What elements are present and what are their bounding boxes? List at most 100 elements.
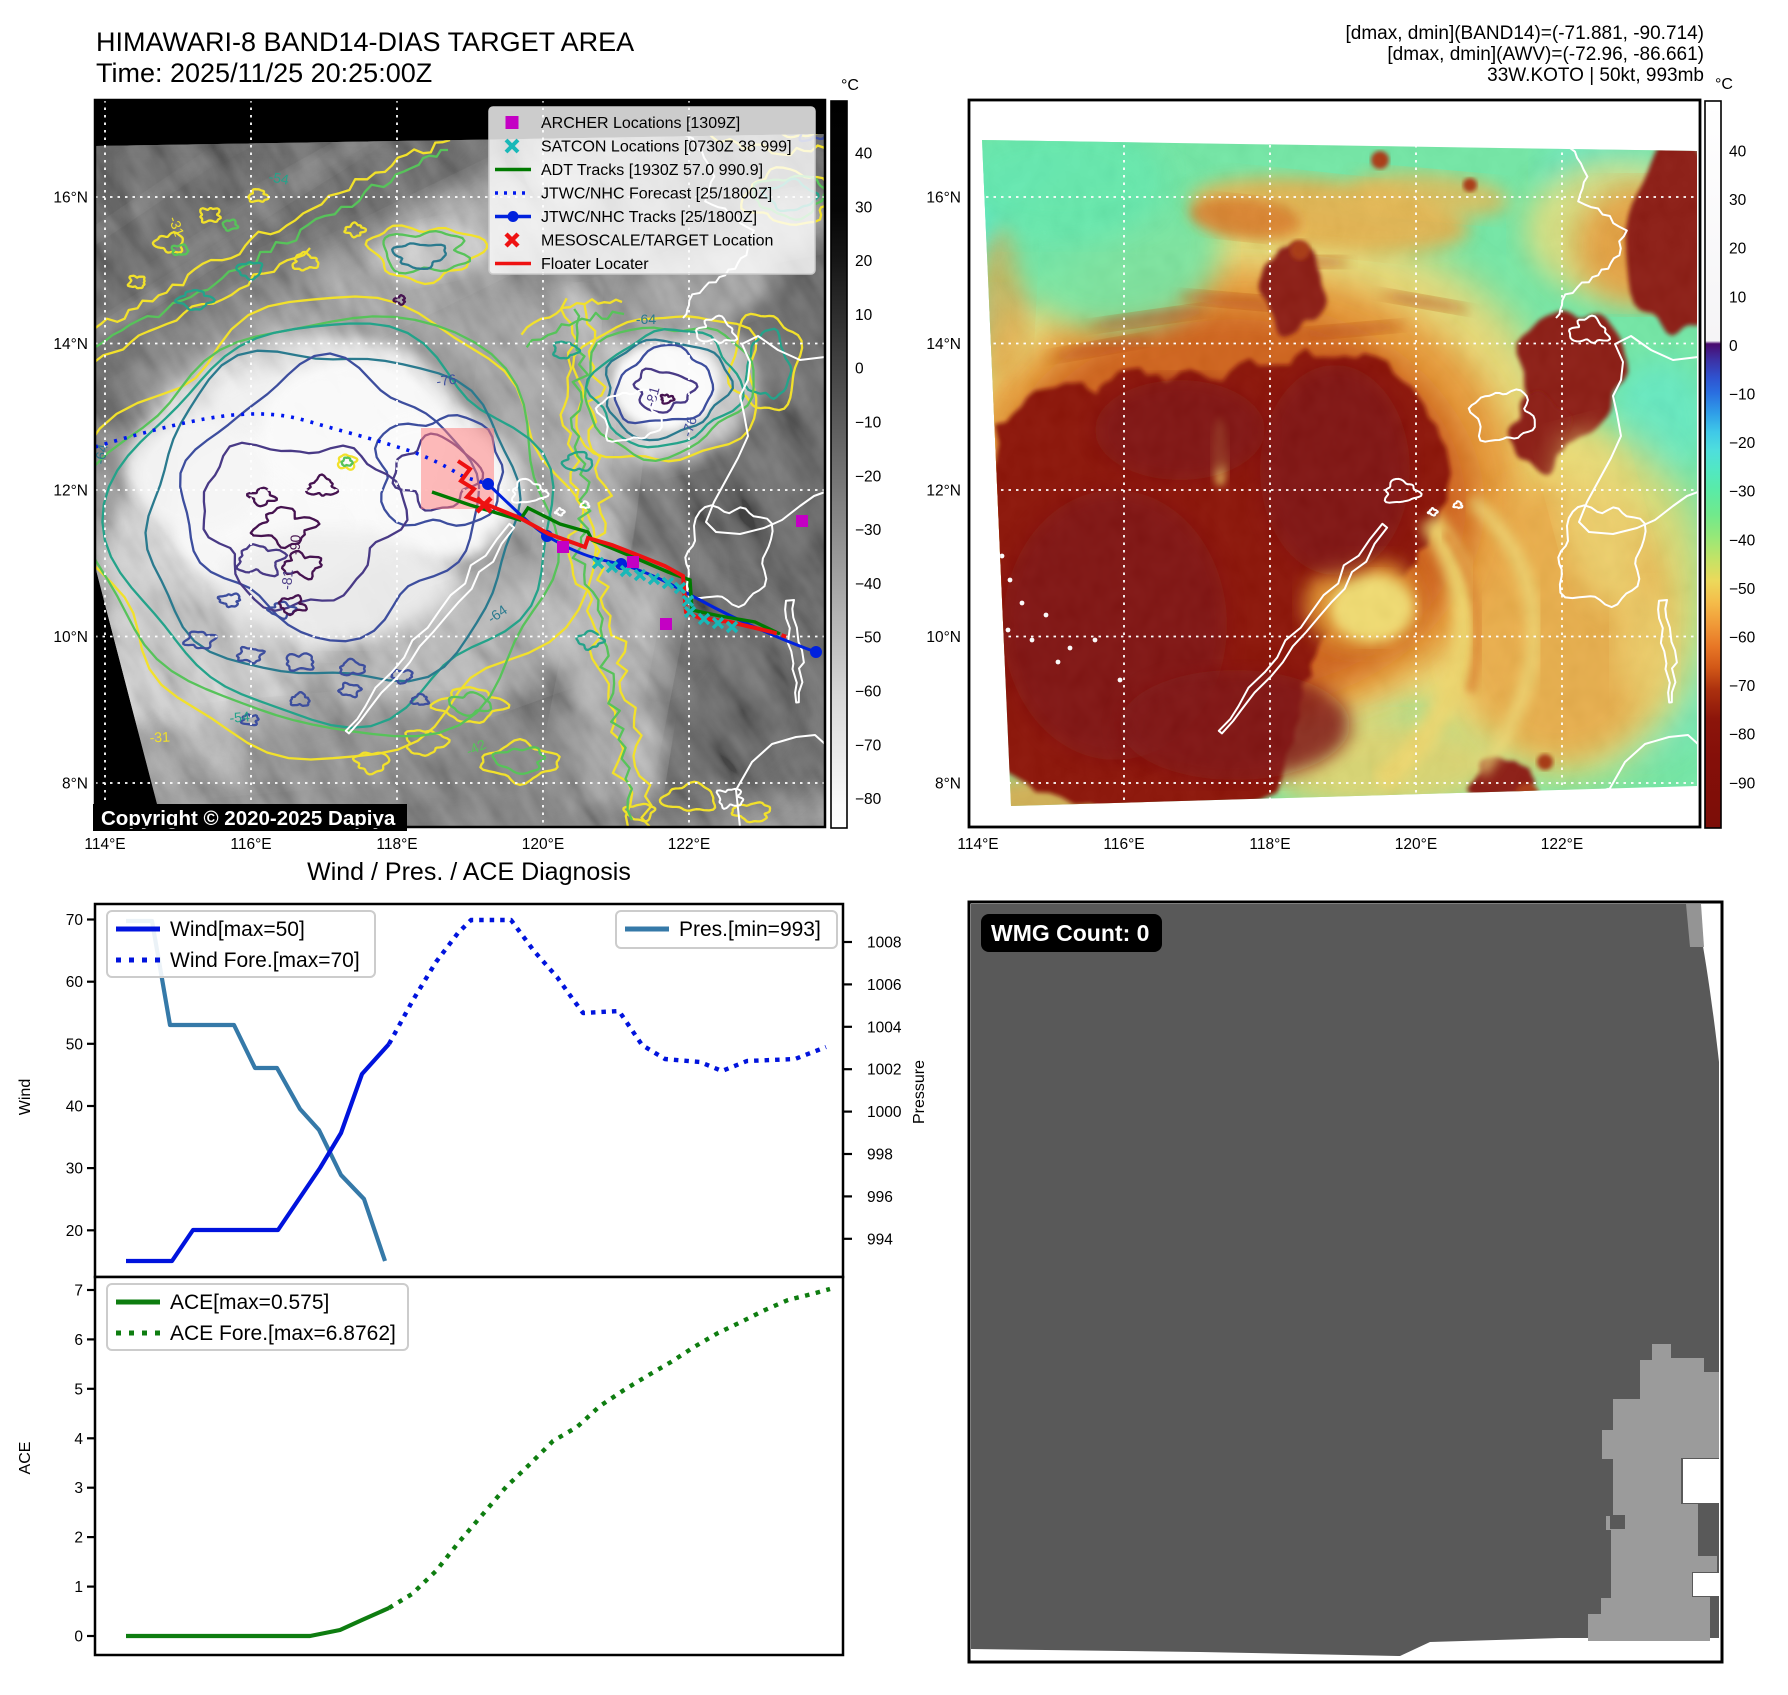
svg-text:14°N: 14°N xyxy=(926,336,961,353)
svg-text:−40: −40 xyxy=(855,576,882,593)
svg-text:20: 20 xyxy=(1729,241,1747,258)
svg-text:122°E: 122°E xyxy=(668,836,710,853)
svg-text:30: 30 xyxy=(1729,192,1747,209)
svg-text:994: 994 xyxy=(867,1231,893,1248)
svg-text:-81: -81 xyxy=(278,569,296,591)
svg-text:40: 40 xyxy=(1729,144,1747,161)
svg-text:8°N: 8°N xyxy=(62,776,88,793)
svg-text:6: 6 xyxy=(74,1332,83,1349)
svg-text:−10: −10 xyxy=(855,415,882,432)
svg-text:−40: −40 xyxy=(1729,532,1756,549)
svg-text:−70: −70 xyxy=(1729,678,1756,695)
svg-text:60: 60 xyxy=(66,974,84,991)
svg-text:2: 2 xyxy=(74,1530,83,1547)
svg-text:−80: −80 xyxy=(1729,727,1756,744)
svg-text:Copyright © 2020-2025 Dapiya: Copyright © 2020-2025 Dapiya xyxy=(101,807,396,830)
svg-text:-54: -54 xyxy=(229,708,251,726)
svg-text:7: 7 xyxy=(74,1283,83,1300)
svg-text:1006: 1006 xyxy=(867,977,901,994)
svg-text:−80: −80 xyxy=(855,791,882,808)
svg-text:3: 3 xyxy=(74,1480,83,1497)
svg-text:−30: −30 xyxy=(855,522,882,539)
svg-text:ACE Fore.[max=6.8762]: ACE Fore.[max=6.8762] xyxy=(170,1322,396,1345)
svg-text:5: 5 xyxy=(74,1381,83,1398)
svg-text:°C: °C xyxy=(841,77,859,94)
svg-text:-42: -42 xyxy=(463,736,488,759)
svg-text:16°N: 16°N xyxy=(53,190,88,207)
svg-text:-76: -76 xyxy=(679,414,701,438)
svg-text:996: 996 xyxy=(867,1189,893,1206)
svg-text:JTWC/NHC Tracks [25/1800Z]: JTWC/NHC Tracks [25/1800Z] xyxy=(541,209,757,226)
svg-text:−20: −20 xyxy=(1729,435,1756,452)
svg-text:120°E: 120°E xyxy=(522,836,564,853)
svg-text:−60: −60 xyxy=(855,684,882,701)
svg-text:Time: 2025/11/25 20:25:00Z: Time: 2025/11/25 20:25:00Z xyxy=(96,58,432,88)
svg-text:[dmax, dmin](AWV)=(-72.96, -86: [dmax, dmin](AWV)=(-72.96, -86.661) xyxy=(1387,44,1704,65)
svg-text:0: 0 xyxy=(855,361,864,378)
svg-text:1000: 1000 xyxy=(867,1104,902,1121)
svg-text:14°N: 14°N xyxy=(53,336,88,353)
svg-text:50: 50 xyxy=(66,1036,84,1053)
svg-text:12°N: 12°N xyxy=(926,483,961,500)
svg-text:ACE[max=0.575]: ACE[max=0.575] xyxy=(170,1291,329,1314)
svg-text:998: 998 xyxy=(867,1147,893,1164)
svg-text:WMG Count: 0: WMG Count: 0 xyxy=(991,920,1149,946)
svg-text:16°N: 16°N xyxy=(926,190,961,207)
svg-text:Wind: Wind xyxy=(17,1079,34,1115)
svg-text:-31: -31 xyxy=(166,214,188,239)
svg-text:1008: 1008 xyxy=(867,935,901,952)
svg-text:30: 30 xyxy=(855,199,873,216)
svg-text:−10: −10 xyxy=(1729,387,1756,404)
svg-text:10°N: 10°N xyxy=(926,629,961,646)
svg-text:Pressure: Pressure xyxy=(911,1060,928,1124)
svg-text:-31: -31 xyxy=(149,728,170,745)
svg-text:8°N: 8°N xyxy=(935,776,961,793)
svg-text:10: 10 xyxy=(855,307,873,324)
svg-text:Wind Fore.[max=70]: Wind Fore.[max=70] xyxy=(170,949,360,972)
svg-text:JTWC/NHC Forecast [25/1800Z]: JTWC/NHC Forecast [25/1800Z] xyxy=(541,185,772,202)
svg-text:33W.KOTO | 50kt, 993mb: 33W.KOTO | 50kt, 993mb xyxy=(1487,65,1704,86)
svg-text:-64: -64 xyxy=(91,443,110,466)
svg-text:114°E: 114°E xyxy=(957,836,998,853)
svg-text:10: 10 xyxy=(1729,289,1747,306)
svg-text:−70: −70 xyxy=(855,737,882,754)
svg-text:MESOSCALE/TARGET Location: MESOSCALE/TARGET Location xyxy=(541,232,773,249)
svg-text:-54: -54 xyxy=(268,168,291,187)
svg-text:−20: −20 xyxy=(855,468,882,485)
svg-text:Wind / Pres. / ACE Diagnosis: Wind / Pres. / ACE Diagnosis xyxy=(307,858,631,886)
svg-text:120°E: 120°E xyxy=(1395,836,1437,853)
svg-text:°C: °C xyxy=(1715,76,1733,93)
svg-text:1004: 1004 xyxy=(867,1019,902,1036)
svg-text:30: 30 xyxy=(66,1161,84,1178)
svg-text:Floater Locater: Floater Locater xyxy=(541,256,649,273)
svg-text:−50: −50 xyxy=(855,630,882,647)
svg-text:−90: −90 xyxy=(1729,775,1756,792)
svg-text:20: 20 xyxy=(66,1223,84,1240)
svg-text:40: 40 xyxy=(66,1099,84,1116)
svg-text:ACE: ACE xyxy=(17,1442,34,1475)
svg-text:HIMAWARI-8 BAND14-DIAS TARGET: HIMAWARI-8 BAND14-DIAS TARGET AREA xyxy=(96,27,634,57)
svg-text:40: 40 xyxy=(855,146,873,163)
svg-text:SATCON Locations [0730Z 38 999: SATCON Locations [0730Z 38 999] xyxy=(541,138,792,155)
svg-text:−60: −60 xyxy=(1729,630,1756,647)
svg-text:−30: −30 xyxy=(1729,484,1756,501)
svg-text:0: 0 xyxy=(74,1629,83,1646)
svg-text:-90: -90 xyxy=(287,534,304,555)
svg-text:12°N: 12°N xyxy=(53,483,88,500)
svg-text:116°E: 116°E xyxy=(1103,836,1144,853)
svg-text:122°E: 122°E xyxy=(1541,836,1583,853)
svg-text:[dmax, dmin](BAND14)=(-71.881,: [dmax, dmin](BAND14)=(-71.881, -90.714) xyxy=(1345,23,1704,44)
svg-text:118°E: 118°E xyxy=(376,836,417,853)
svg-text:10°N: 10°N xyxy=(53,629,88,646)
svg-text:20: 20 xyxy=(855,253,873,270)
svg-text:1002: 1002 xyxy=(867,1062,901,1079)
svg-text:-64: -64 xyxy=(636,311,656,327)
svg-text:Pres.[min=993]: Pres.[min=993] xyxy=(679,918,821,941)
svg-text:Wind[max=50]: Wind[max=50] xyxy=(170,918,305,941)
svg-text:-76: -76 xyxy=(435,371,457,390)
svg-text:−50: −50 xyxy=(1729,581,1756,598)
svg-text:0: 0 xyxy=(1729,338,1738,355)
svg-text:ARCHER Locations [1309Z]: ARCHER Locations [1309Z] xyxy=(541,115,740,132)
svg-text:116°E: 116°E xyxy=(230,836,271,853)
svg-text:4: 4 xyxy=(74,1431,83,1448)
